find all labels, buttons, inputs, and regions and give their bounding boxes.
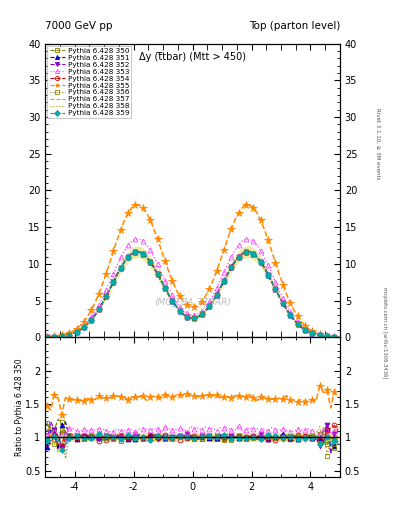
- Text: Δy (t̅tbar) (Mtt > 450): Δy (t̅tbar) (Mtt > 450): [139, 52, 246, 62]
- Text: Top (parton level): Top (parton level): [248, 20, 340, 31]
- Text: mcplots.cern.ch [arXiv:1306.3436]: mcplots.cern.ch [arXiv:1306.3436]: [382, 287, 387, 378]
- Text: Rivet 3.1.10, ≥ 3M events: Rivet 3.1.10, ≥ 3M events: [375, 108, 380, 179]
- Text: 7000 GeV pp: 7000 GeV pp: [45, 20, 113, 31]
- Y-axis label: Ratio to Pythia 6.428 350: Ratio to Pythia 6.428 350: [15, 358, 24, 456]
- Legend: Pythia 6.428 350, Pythia 6.428 351, Pythia 6.428 352, Pythia 6.428 353, Pythia 6: Pythia 6.428 350, Pythia 6.428 351, Pyth…: [48, 46, 131, 118]
- Text: (MC_FBA_TTBAR): (MC_FBA_TTBAR): [154, 297, 231, 307]
